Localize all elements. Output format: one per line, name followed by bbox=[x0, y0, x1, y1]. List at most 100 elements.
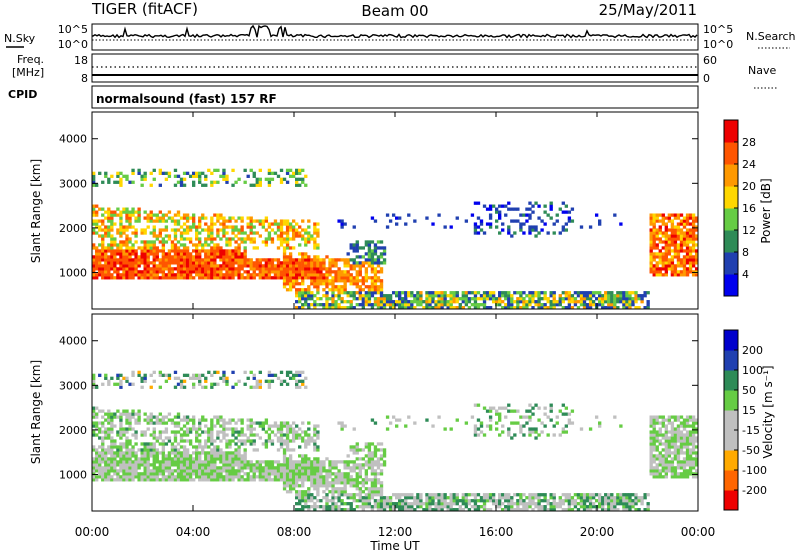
heatmap-cell bbox=[159, 478, 162, 481]
heatmap-cell bbox=[489, 493, 492, 496]
heatmap-cell bbox=[689, 418, 692, 421]
heatmap-cell bbox=[198, 421, 201, 424]
heatmap-cell bbox=[110, 237, 113, 240]
heatmap-cell bbox=[350, 276, 353, 279]
heatmap-cell bbox=[234, 249, 237, 252]
heatmap-cell bbox=[328, 472, 331, 475]
heatmap-cell bbox=[165, 427, 168, 430]
power-colorbar-label: Power [dB] bbox=[759, 178, 773, 243]
heatmap-cell bbox=[156, 237, 159, 240]
heatmap-cell bbox=[510, 234, 513, 237]
heatmap-cell bbox=[377, 255, 380, 258]
heatmap-cell bbox=[337, 499, 340, 502]
heatmap-cell bbox=[328, 505, 331, 508]
heatmap-cell bbox=[343, 285, 346, 288]
heatmap-cell bbox=[301, 267, 304, 270]
heatmap-cell bbox=[337, 285, 340, 288]
heatmap-cell bbox=[622, 496, 625, 499]
heatmap-cell bbox=[153, 228, 156, 231]
heatmap-cell bbox=[322, 282, 325, 285]
heatmap-cell bbox=[471, 291, 474, 294]
heatmap-cell bbox=[307, 270, 310, 273]
heatmap-cell bbox=[156, 418, 159, 421]
heatmap-cell bbox=[343, 424, 346, 427]
heatmap-cell bbox=[325, 496, 328, 499]
heatmap-cell bbox=[583, 297, 586, 300]
heatmap-cell bbox=[316, 279, 319, 282]
heatmap-cell bbox=[677, 228, 680, 231]
heatmap-cell bbox=[662, 264, 665, 267]
heatmap-cell bbox=[304, 445, 307, 448]
heatmap-cell bbox=[353, 478, 356, 481]
heatmap-cell bbox=[334, 466, 337, 469]
heatmap-cell bbox=[162, 442, 165, 445]
heatmap-cell bbox=[665, 472, 668, 475]
heatmap-cell bbox=[186, 276, 189, 279]
heatmap-cell bbox=[280, 231, 283, 234]
heatmap-cell bbox=[183, 457, 186, 460]
heatmap-cell bbox=[301, 493, 304, 496]
heatmap-cell bbox=[234, 219, 237, 222]
heatmap-cell bbox=[156, 246, 159, 249]
heatmap-cell bbox=[674, 466, 677, 469]
heatmap-cell bbox=[616, 300, 619, 303]
heatmap-cell bbox=[131, 246, 134, 249]
heatmap-cell bbox=[222, 222, 225, 225]
heatmap-cell bbox=[368, 297, 371, 300]
heatmap-cell bbox=[519, 502, 522, 505]
heatmap-cell bbox=[110, 451, 113, 454]
heatmap-cell bbox=[144, 430, 147, 433]
heatmap-cell bbox=[431, 297, 434, 300]
heatmap-cell bbox=[319, 478, 322, 481]
heatmap-cell bbox=[295, 463, 298, 466]
heatmap-cell bbox=[189, 252, 192, 255]
heatmap-cell bbox=[331, 297, 334, 300]
heatmap-cell bbox=[550, 496, 553, 499]
heatmap-cell bbox=[328, 460, 331, 463]
heatmap-cell bbox=[240, 421, 243, 424]
heatmap-cell bbox=[380, 240, 383, 243]
heatmap-cell bbox=[453, 502, 456, 505]
heatmap-cell bbox=[271, 228, 274, 231]
heatmap-cell bbox=[116, 469, 119, 472]
heatmap-cell bbox=[334, 303, 337, 306]
heatmap-cell bbox=[265, 469, 268, 472]
heatmap-cell bbox=[253, 172, 256, 175]
heatmap-cell bbox=[392, 300, 395, 303]
heatmap-cell bbox=[553, 297, 556, 300]
heatmap-cell bbox=[304, 267, 307, 270]
heatmap-cell bbox=[374, 475, 377, 478]
heatmap-cell bbox=[686, 273, 689, 276]
heatmap-cell bbox=[371, 255, 374, 258]
heatmap-cell bbox=[277, 469, 280, 472]
heatmap-cell bbox=[107, 258, 110, 261]
heatmap-cell bbox=[265, 442, 268, 445]
heatmap-cell bbox=[219, 460, 222, 463]
heatmap-cell bbox=[337, 294, 340, 297]
heatmap-cell bbox=[462, 493, 465, 496]
heatmap-cell bbox=[144, 267, 147, 270]
heatmap-cell bbox=[359, 499, 362, 502]
heatmap-cell bbox=[240, 427, 243, 430]
heatmap-cell bbox=[231, 460, 234, 463]
heatmap-cell bbox=[286, 469, 289, 472]
heatmap-cell bbox=[386, 213, 389, 216]
heatmap-cell bbox=[489, 225, 492, 228]
heatmap-cell bbox=[671, 424, 674, 427]
heatmap-cell bbox=[689, 255, 692, 258]
heatmap-cell bbox=[459, 297, 462, 300]
heatmap-cell bbox=[601, 496, 604, 499]
heatmap-cell bbox=[340, 487, 343, 490]
heatmap-cell bbox=[374, 276, 377, 279]
heatmap-cell bbox=[222, 255, 225, 258]
heatmap-cell bbox=[268, 261, 271, 264]
heatmap-cell bbox=[125, 273, 128, 276]
heatmap-cell bbox=[204, 418, 207, 421]
heatmap-cell bbox=[177, 460, 180, 463]
heatmap-cell bbox=[144, 211, 147, 214]
heatmap-cell bbox=[192, 222, 195, 225]
heatmap-cell bbox=[340, 490, 343, 493]
heatmap-cell bbox=[343, 288, 346, 291]
heatmap-cell bbox=[531, 427, 534, 430]
heatmap-cell bbox=[301, 261, 304, 264]
